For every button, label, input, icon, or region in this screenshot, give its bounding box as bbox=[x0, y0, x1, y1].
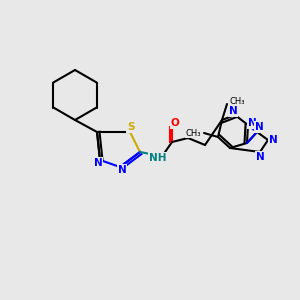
Text: N: N bbox=[256, 152, 264, 162]
Text: O: O bbox=[171, 118, 179, 128]
Text: CH₃: CH₃ bbox=[230, 97, 245, 106]
Text: N: N bbox=[94, 158, 102, 168]
Text: N: N bbox=[248, 118, 256, 128]
Text: N: N bbox=[255, 122, 263, 132]
Text: CH₃: CH₃ bbox=[185, 128, 201, 137]
Text: NH: NH bbox=[149, 153, 167, 163]
Text: N: N bbox=[118, 165, 126, 175]
Text: N: N bbox=[268, 135, 278, 145]
Text: N: N bbox=[229, 106, 237, 116]
Text: S: S bbox=[127, 122, 135, 132]
